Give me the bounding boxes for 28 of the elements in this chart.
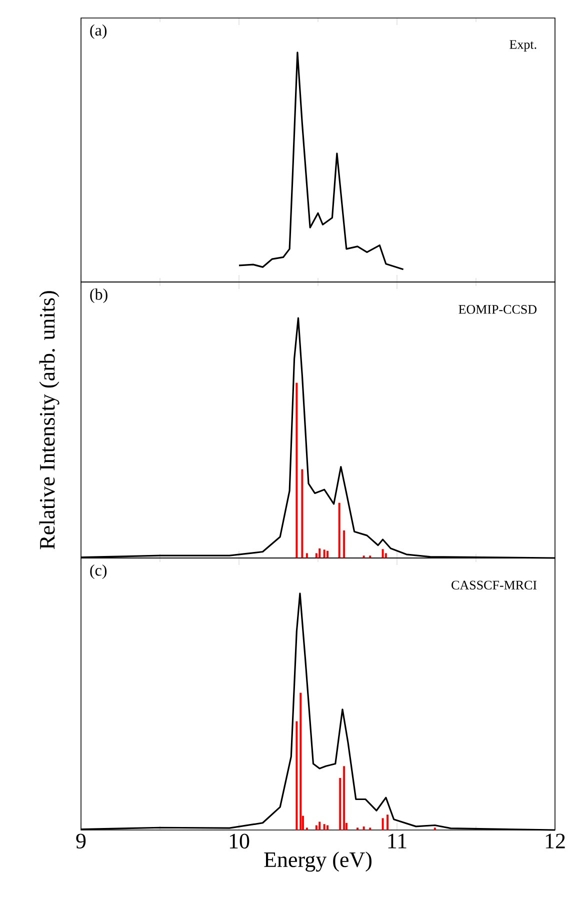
bar — [296, 382, 298, 558]
x-tick-label: 11 — [388, 834, 406, 848]
chart-title: (a) — [90, 24, 107, 39]
bar — [318, 548, 321, 558]
y-axis-title: Relative Intensity (arb. units) — [39, 291, 60, 550]
bar — [386, 814, 389, 830]
x-tick-label: 12 — [546, 834, 565, 848]
bar — [338, 502, 340, 558]
bar — [326, 550, 328, 558]
bar — [323, 824, 326, 830]
bar — [300, 692, 302, 830]
bar — [362, 826, 365, 830]
bar — [301, 469, 304, 558]
chart-title: (b) — [90, 288, 108, 303]
x-tick-label: 10 — [230, 834, 250, 849]
bar — [306, 553, 308, 558]
bar — [323, 550, 326, 558]
bar — [326, 825, 328, 830]
chart-title: (c) — [90, 564, 107, 579]
bar — [296, 721, 298, 830]
bar — [315, 825, 318, 830]
bar — [339, 778, 342, 830]
chart-subtitle: Expt. — [510, 40, 536, 52]
chart-subtitle: EOMIP-CCSD — [458, 305, 537, 314]
x-axis-title: Energy (eV) — [264, 852, 372, 872]
bar — [318, 822, 321, 830]
x-tick-label: 9 — [76, 834, 86, 849]
chart-subtitle: CASSCF-MRCI — [452, 580, 537, 590]
